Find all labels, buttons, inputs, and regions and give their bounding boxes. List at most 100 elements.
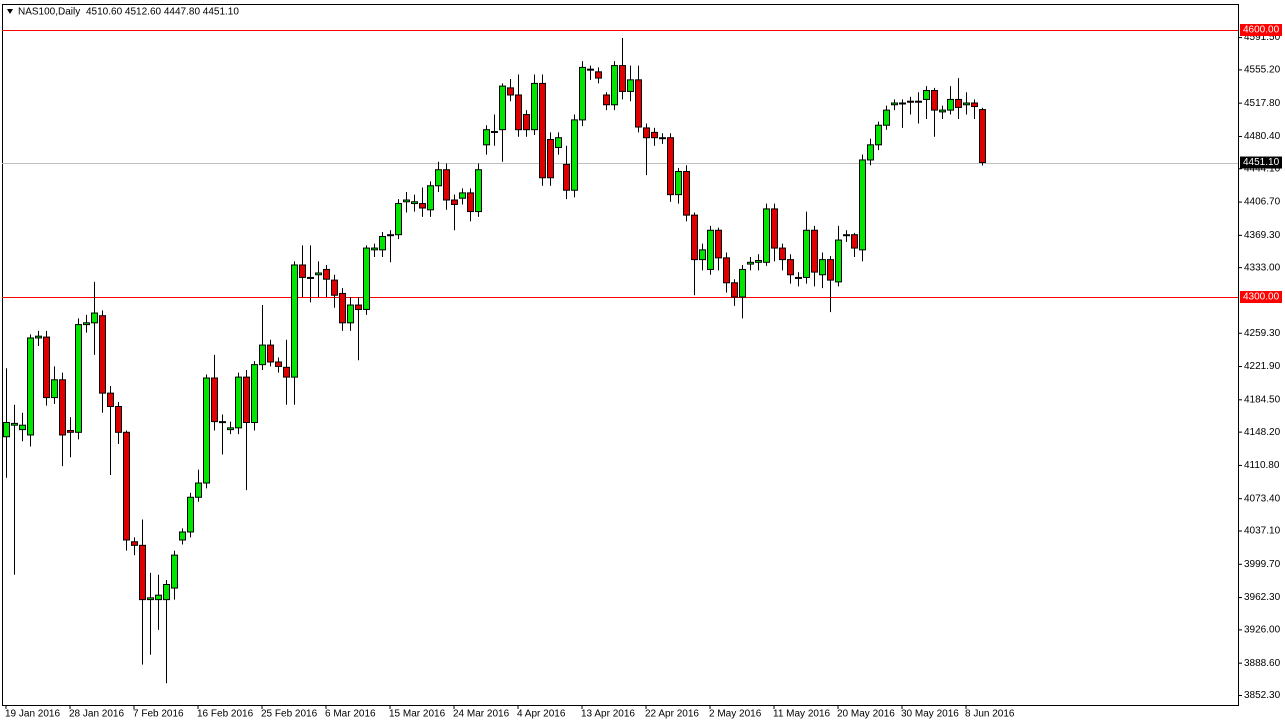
menu-arrow[interactable] [7,9,13,14]
candle-body [147,597,154,601]
y-tick-label: 4369.30 [1244,230,1281,241]
candle-body [811,229,818,273]
x-tick-label: 11 May 2016 [773,709,831,720]
candle-body [747,261,754,265]
candle-body [211,377,218,423]
candle-body [603,94,610,106]
candle-body [395,203,402,236]
candle-body [419,203,426,209]
x-tick-label: 8 Jun 2016 [965,709,1015,720]
candle-body [859,159,866,251]
candle-body [707,229,714,270]
candle-body [539,82,546,179]
candle-body [963,102,970,106]
chart-title: NAS100,Daily [18,7,80,18]
x-tick-label: 25 Feb 2016 [261,709,318,720]
candle-body [83,322,90,326]
candle-body [75,324,82,433]
candle-body [155,594,162,601]
x-tick-label: 2 May 2016 [709,709,762,720]
candle-body [307,276,314,279]
candle-body [803,229,810,278]
candle-body [755,260,762,263]
candle-body [667,137,674,196]
x-tick-label: 30 May 2016 [901,709,959,720]
candle-body [851,234,858,249]
y-tick-label: 3888.60 [1244,658,1281,669]
y-tick-label: 4517.80 [1244,98,1281,109]
y-tick-label: 4406.70 [1244,197,1281,208]
candle-body [11,422,18,426]
x-tick-label: 15 Mar 2016 [389,709,446,720]
candle-body [35,335,42,339]
candle-body [795,276,802,279]
candle-body [203,377,210,484]
candle-body [483,129,490,146]
candle-body [459,192,466,199]
level-label: 4451.10 [1243,157,1280,168]
candle-body [699,249,706,261]
candle-body [907,100,914,103]
candle-body [107,392,114,407]
candle-body [27,337,34,436]
candle-body [779,247,786,261]
candle-body [731,282,738,298]
candle-body [715,229,722,259]
candle-body [555,137,562,148]
candle-body [187,496,194,533]
candle-body [163,583,170,601]
y-tick-label: 4148.20 [1244,427,1281,438]
candle-body [979,109,986,164]
candle-body [371,247,378,251]
candle-body [195,482,202,498]
y-tick-label: 4591.50 [1244,32,1281,43]
candle-body [883,109,890,126]
candle-body [843,234,850,237]
candle-body [955,98,962,108]
candle-body [355,304,362,310]
candle-body [691,214,698,261]
candle-body [475,169,482,213]
candle-body [443,169,450,201]
candle-body [499,85,506,131]
candle-body [891,102,898,106]
candle-body [659,137,666,140]
candle-body [411,201,418,205]
y-tick-label: 4073.40 [1244,493,1281,504]
candle-body [339,292,346,324]
x-tick-label: 24 Mar 2016 [453,709,510,720]
y-tick-label: 3999.70 [1244,559,1281,570]
candle-body [923,90,930,100]
candle-body [915,100,922,103]
y-tick-label: 4555.20 [1244,65,1281,76]
candle-body [579,66,586,121]
candle-body [275,361,282,367]
candle-body [739,268,746,298]
candle-body [627,79,634,92]
candle-body [683,171,690,216]
candle-body [219,421,226,424]
candle-body [971,102,978,108]
candle-body [379,235,386,251]
candle-body [723,257,730,284]
candle-body [643,127,650,139]
y-tick-label: 4221.90 [1244,361,1281,372]
candle-body [283,366,290,378]
candle-body [323,268,330,280]
candle-body [451,199,458,205]
candle-body [507,87,514,96]
candle-body [363,247,370,310]
candle-body [115,405,122,433]
candle-body [59,379,66,436]
candle-body [595,71,602,79]
candle-body [563,163,570,191]
y-tick-label: 3962.30 [1244,592,1281,603]
level-label-bg [1240,291,1282,304]
candle-body [3,422,10,438]
ohlc-label: 4510.60 4512.60 4447.80 4451.10 [86,7,239,18]
candle-body [19,424,26,431]
y-tick-label: 4037.10 [1244,526,1281,537]
candle-body [611,65,618,106]
